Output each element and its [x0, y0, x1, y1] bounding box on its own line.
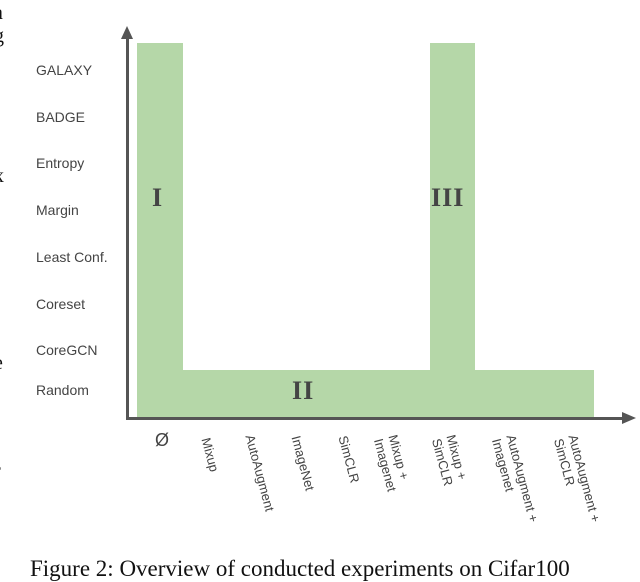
margin-glyph: -	[0, 297, 1, 320]
x-label-autoaugment: AutoAugment	[242, 433, 278, 513]
y-label-entropy: Entropy	[36, 155, 85, 171]
y-label-badge: BADGE	[36, 109, 86, 125]
x-axis-line	[126, 417, 624, 420]
region-label-ii: II	[292, 376, 315, 405]
margin-glyph: r	[0, 460, 1, 483]
y-label-random: Random	[36, 382, 89, 398]
region-label-i: I	[152, 183, 164, 212]
y-label-galaxy: GALAXY	[36, 62, 93, 78]
margin-glyph: -	[0, 105, 1, 128]
y-label-margin: Margin	[36, 202, 79, 218]
adjacent-column-text: a g l - - x - - l - - - e l - l r l	[0, 0, 12, 540]
x-axis-arrow-icon	[622, 412, 636, 424]
x-label-autoaugment-imagenet: AutoAugment + Imagenet	[489, 433, 542, 524]
figure-caption: Figure 2: Overview of conducted experime…	[30, 556, 570, 581]
region-ii-row	[183, 370, 594, 417]
x-label-autoaugment-simclr: AutoAugment + SimCLR	[551, 433, 604, 524]
x-label-simclr: SimCLR	[335, 434, 363, 485]
region-label-iii: III	[431, 183, 465, 212]
margin-glyph: x	[0, 165, 4, 188]
margin-glyph: -	[0, 270, 1, 293]
x-label-none: Ø	[155, 430, 170, 450]
margin-glyph: e	[0, 352, 3, 375]
margin-glyph: -	[0, 408, 1, 431]
x-label-imagenet: ImageNet	[288, 434, 318, 493]
y-axis-arrow-icon	[121, 26, 133, 39]
margin-glyph: -	[0, 215, 1, 238]
region-iii-column	[430, 43, 475, 370]
margin-glyph: g	[0, 25, 4, 48]
y-label-coregcn: CoreGCN	[36, 342, 98, 358]
region-i-column	[137, 43, 183, 417]
margin-glyph: -	[0, 190, 1, 213]
margin-glyph: a	[0, 2, 3, 25]
x-label-mixup: Mixup	[198, 436, 222, 474]
y-label-coreset: Coreset	[36, 296, 86, 312]
x-label-mixup-simclr: Mixup + SimCLR	[429, 433, 470, 488]
y-axis-line	[126, 36, 129, 418]
x-label-mixup-imagenet: Mixup + Imagenet	[371, 433, 412, 494]
margin-glyph: -	[0, 80, 1, 103]
y-label-least-conf: Least Conf.	[36, 249, 108, 265]
margin-glyph: -	[0, 322, 1, 345]
